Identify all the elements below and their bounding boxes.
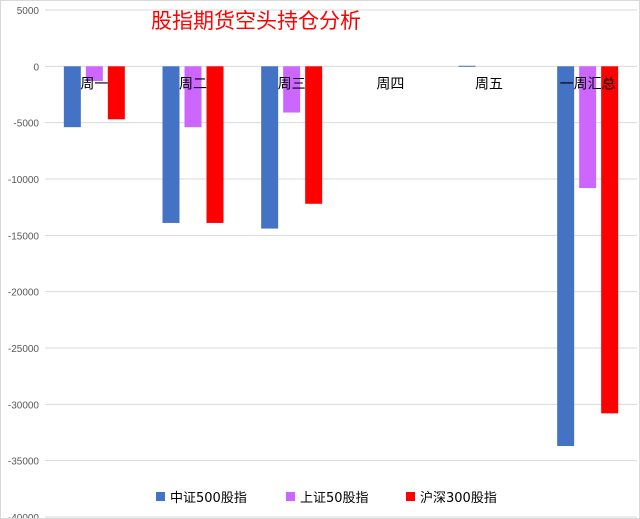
legend-swatch (406, 492, 415, 501)
legend-label: 上证50股指 (300, 491, 369, 506)
category-labels: 周一 周二 周三 周四 周五 一周汇总 (80, 76, 615, 92)
y-tick-label: 5000 (17, 6, 40, 17)
y-tick-label: -5000 (13, 119, 39, 130)
y-tick-label: -40000 (8, 513, 40, 518)
y-tick-label: -20000 (8, 288, 40, 299)
bar (63, 66, 81, 128)
legend-label: 中证500股指 (170, 491, 247, 506)
y-axis-tick-labels: 5000 0 -5000 -10000 -15000 -20000 -25000 -30000… (8, 6, 40, 518)
bar (107, 66, 125, 120)
bar (283, 66, 301, 113)
legend-label: 沪深300股指 (420, 490, 497, 506)
bar (579, 66, 597, 189)
bar (305, 66, 323, 204)
category-label: 周五 (475, 76, 503, 92)
bars (63, 65, 619, 447)
y-tick-label: -35000 (8, 457, 40, 468)
y-tick-label: -25000 (8, 344, 40, 355)
bar (206, 66, 224, 223)
y-tick-label: -15000 (8, 231, 40, 242)
bar (458, 65, 476, 67)
gridlines (45, 9, 637, 518)
category-label: 周二 (179, 76, 207, 92)
category-label: 周三 (278, 76, 306, 92)
bar (85, 66, 103, 81)
legend: 中证500股指 上证50股指 沪深300股指 (156, 490, 497, 506)
legend-swatch (156, 492, 165, 501)
bar (601, 66, 619, 414)
y-tick-label: -30000 (8, 400, 40, 411)
category-label: 一周汇总 (560, 76, 616, 92)
y-tick-label: -10000 (8, 175, 40, 186)
bar (162, 66, 180, 223)
legend-swatch (286, 492, 295, 501)
y-tick-label: 0 (33, 62, 39, 73)
bar (261, 66, 279, 229)
category-label: 周一 (80, 76, 108, 92)
bar (557, 66, 575, 447)
category-label: 周四 (376, 76, 404, 92)
chart-title: 股指期货空头持仓分析 (151, 9, 361, 33)
bar (184, 66, 202, 128)
